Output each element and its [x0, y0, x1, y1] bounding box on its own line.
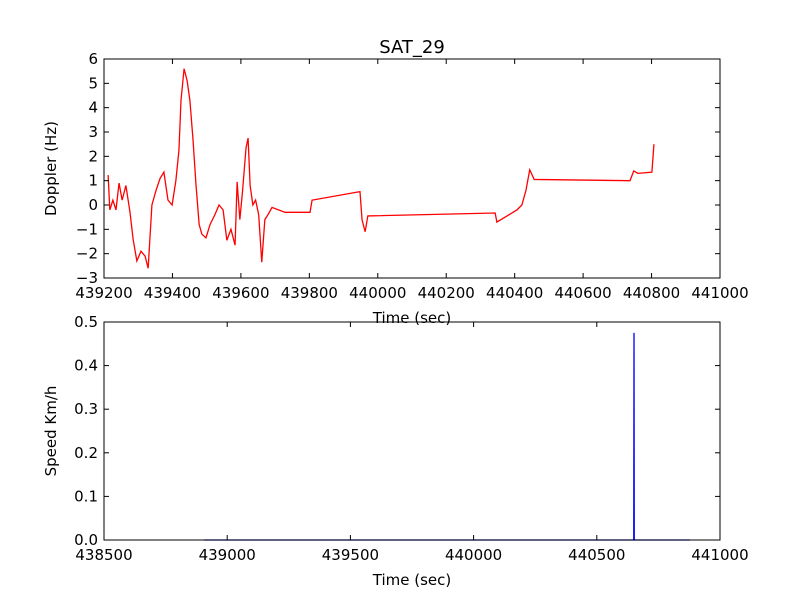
x-tick-label: 440400: [486, 284, 543, 302]
y-axis-label: Speed Km/h: [42, 386, 60, 477]
y-axis-label: Doppler (Hz): [42, 121, 60, 216]
y-tick-label: −2: [76, 245, 98, 263]
y-tick-label: −3: [76, 269, 98, 287]
x-tick-label: 440200: [418, 284, 475, 302]
plot-frame: [103, 321, 721, 541]
x-tick-label: 439200: [75, 284, 132, 302]
x-tick-label: 440800: [623, 284, 680, 302]
x-tick-label: 439600: [212, 284, 269, 302]
x-tick-label: 439000: [199, 546, 256, 564]
data-line: [204, 332, 690, 541]
y-tick-label: 0.3: [74, 400, 98, 418]
x-tick-label: 440000: [349, 284, 406, 302]
y-tick-label: 5: [88, 74, 98, 92]
x-tick-label: 438500: [75, 546, 132, 564]
y-tick-label: 0.0: [74, 531, 98, 549]
x-tick-label: 439800: [281, 284, 338, 302]
y-tick-label: 0.2: [74, 444, 98, 462]
y-tick-label: 3: [88, 123, 98, 141]
x-tick-label: 439500: [322, 546, 379, 564]
y-tick-label: 0: [88, 196, 98, 214]
y-tick-label: 0.4: [74, 357, 98, 375]
y-tick-label: 2: [88, 147, 98, 165]
plot-frame: [103, 58, 721, 279]
y-tick-label: 0.1: [74, 487, 98, 505]
x-axis-label: Time (sec): [372, 309, 451, 327]
y-tick-label: −1: [76, 220, 98, 238]
y-tick-label: 4: [88, 99, 98, 117]
x-axis-label: Time (sec): [372, 571, 451, 589]
x-tick-label: 439400: [144, 284, 201, 302]
x-tick-label: 441000: [691, 284, 748, 302]
x-tick-label: 440600: [554, 284, 611, 302]
x-tick-label: 440500: [568, 546, 625, 564]
x-tick-label: 441000: [691, 546, 748, 564]
data-line: [107, 68, 655, 269]
y-tick-label: 6: [88, 50, 98, 68]
x-tick-label: 440000: [445, 546, 502, 564]
y-tick-label: 0.5: [74, 313, 98, 331]
y-tick-label: 1: [88, 172, 98, 190]
chart-title: SAT_29: [379, 37, 445, 58]
